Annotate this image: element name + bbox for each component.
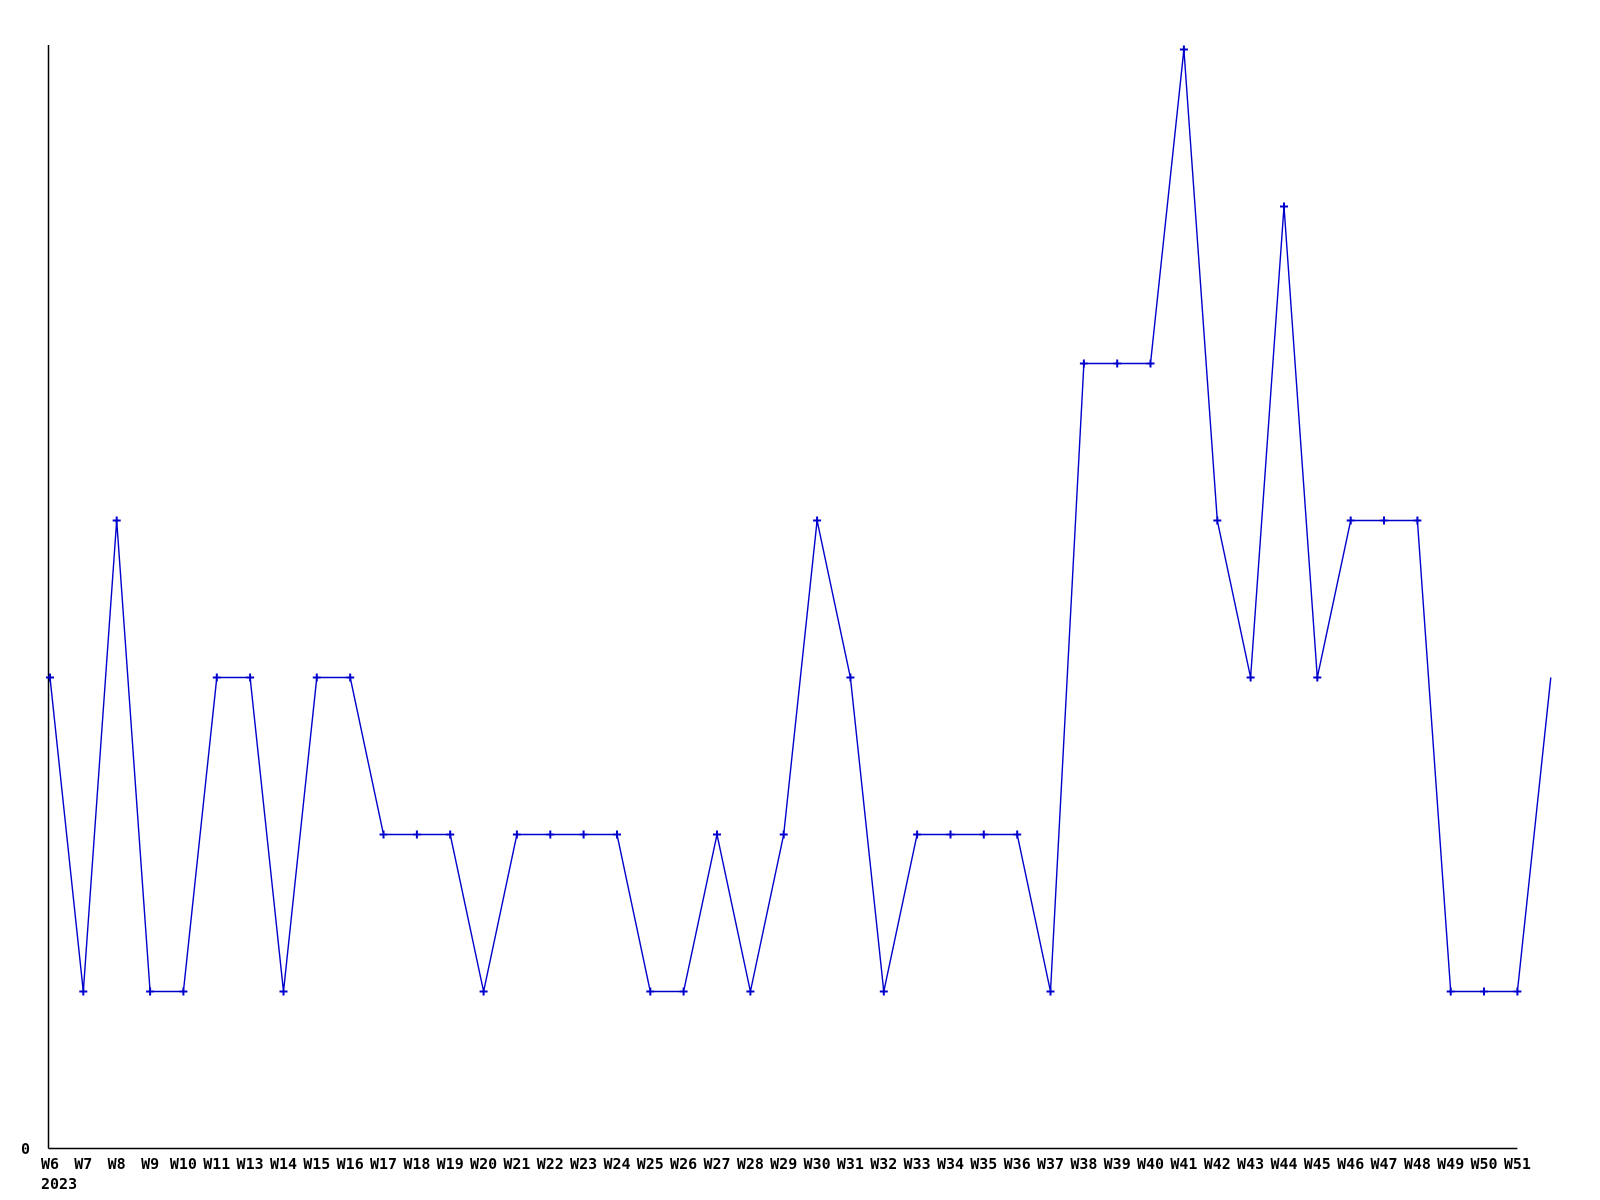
data-point-marker (946, 830, 955, 839)
x-tick-label: W43 (1237, 1155, 1264, 1173)
x-tick-label: W23 (570, 1155, 597, 1173)
x-tick-label: W47 (1370, 1155, 1397, 1173)
data-point-marker (1513, 987, 1522, 996)
data-point-marker (1380, 516, 1388, 525)
data-point-marker (1413, 516, 1422, 525)
data-point-marker (346, 673, 355, 682)
x-tick-label: W48 (1404, 1155, 1431, 1173)
data-point-marker (1113, 359, 1122, 368)
data-point-marker (546, 830, 555, 839)
x-tick-label: W42 (1204, 1155, 1231, 1173)
data-point-marker (112, 516, 121, 525)
x-tick-label: W24 (603, 1155, 630, 1173)
data-point-marker (679, 987, 688, 996)
x-tick-label: W16 (337, 1155, 364, 1173)
x-tick-label: W50 (1470, 1155, 1497, 1173)
data-point-marker (479, 987, 488, 996)
x-tick-label: W40 (1137, 1155, 1164, 1173)
x-tick-label: W8 (108, 1155, 126, 1173)
x-tick-label: W26 (670, 1155, 697, 1173)
x-tick-label: W7 (74, 1155, 92, 1173)
data-point-marker (913, 830, 922, 839)
x-tick-label: W10 (170, 1155, 197, 1173)
x-tick-label: W35 (970, 1155, 997, 1173)
data-point-marker (813, 516, 822, 525)
data-point-marker (46, 673, 54, 682)
data-point-marker (512, 830, 521, 839)
x-tick-label: W31 (837, 1155, 864, 1173)
series-line (49, 49, 1552, 993)
x-tick-label: W38 (1070, 1155, 1097, 1173)
data-point-marker (1079, 359, 1088, 368)
data-point-marker (879, 987, 888, 996)
data-point-marker (646, 987, 655, 996)
x-tick-label: W28 (737, 1155, 764, 1173)
x-tick-label: W19 (437, 1155, 464, 1173)
data-point-marker (1346, 516, 1355, 525)
x-tick-label: W15 (303, 1155, 330, 1173)
data-point-marker (1213, 516, 1222, 525)
data-point-marker (1313, 673, 1322, 682)
x-tick-label: W29 (770, 1155, 797, 1173)
data-point-marker (746, 987, 755, 996)
data-point-marker (713, 830, 721, 839)
data-point-marker (579, 830, 588, 839)
x-tick-label: W33 (904, 1155, 931, 1173)
data-point-marker (79, 987, 88, 996)
x-tick-label: W22 (537, 1155, 564, 1173)
x-tick-label: W39 (1104, 1155, 1131, 1173)
x-tick-label: W45 (1304, 1155, 1331, 1173)
x-tick-label: W37 (1037, 1155, 1064, 1173)
data-point-marker (1446, 987, 1455, 996)
data-point-marker (1480, 987, 1488, 996)
data-point-marker (146, 987, 155, 996)
x-tick-label: W6 (41, 1155, 59, 1173)
x-tick-label: W18 (403, 1155, 430, 1173)
x-tick-label: W41 (1170, 1155, 1197, 1173)
x-tick-label: W27 (703, 1155, 730, 1173)
x-tick-label: W25 (637, 1155, 664, 1173)
data-point-marker (1046, 987, 1055, 996)
x-tick-label: W17 (370, 1155, 397, 1173)
data-point-marker (279, 987, 288, 996)
data-point-marker (446, 830, 455, 839)
data-point-marker (1280, 202, 1288, 211)
x-tick-label: W30 (804, 1155, 831, 1173)
x-tick-label: W49 (1437, 1155, 1464, 1173)
data-point-marker (412, 830, 421, 839)
data-point-marker (1146, 359, 1155, 368)
data-point-marker (846, 673, 855, 682)
data-point-marker (212, 673, 221, 682)
data-point-marker (312, 673, 321, 682)
data-point-marker (779, 830, 788, 839)
x-tick-label: W13 (237, 1155, 264, 1173)
x-tick-label: W36 (1004, 1155, 1031, 1173)
x-tick-label: W21 (503, 1155, 530, 1173)
data-point-marker (613, 830, 621, 839)
data-point-marker (979, 830, 988, 839)
y-axis-zero-label: 0 (21, 1140, 30, 1158)
data-point-marker (1246, 673, 1255, 682)
x-tick-label: W14 (270, 1155, 297, 1173)
x-tick-label: W9 (141, 1155, 159, 1173)
data-point-marker (1013, 830, 1022, 839)
data-point-marker (179, 987, 188, 996)
x-tick-label: W44 (1270, 1155, 1297, 1173)
x-tick-label: W32 (870, 1155, 897, 1173)
x-tick-label: W51 (1504, 1155, 1531, 1173)
x-axis-year-label: 2023 (41, 1175, 77, 1193)
data-point-marker (1179, 45, 1188, 54)
x-tick-label: W34 (937, 1155, 964, 1173)
x-tick-label: W11 (203, 1155, 230, 1173)
data-point-marker (379, 830, 388, 839)
x-tick-label: W20 (470, 1155, 497, 1173)
x-tick-label: W46 (1337, 1155, 1364, 1173)
data-point-marker (246, 673, 255, 682)
